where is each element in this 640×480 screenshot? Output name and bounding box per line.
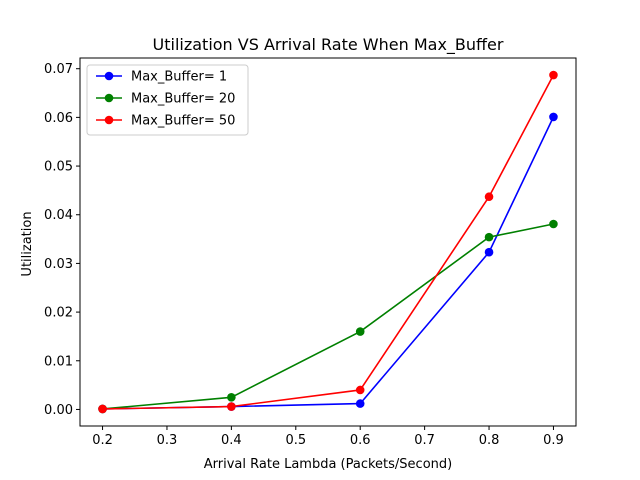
legend-marker bbox=[104, 93, 114, 103]
y-tick-label: 0.05 bbox=[44, 160, 73, 175]
y-axis-label: Utilization bbox=[20, 211, 35, 276]
x-tick-label: 0.9 bbox=[543, 433, 564, 448]
x-tick-label: 0.5 bbox=[285, 433, 306, 448]
y-tick-label: 0.06 bbox=[44, 111, 73, 126]
data-point bbox=[355, 385, 365, 395]
plot-frame bbox=[79, 57, 577, 427]
data-point bbox=[549, 219, 558, 229]
x-tick-label: 0.2 bbox=[92, 433, 113, 448]
legend-box bbox=[86, 64, 249, 136]
x-axis-label: Arrival Rate Lambda (Packets/Second) bbox=[204, 457, 452, 472]
data-point bbox=[484, 247, 494, 257]
x-tick-label: 0.8 bbox=[479, 433, 500, 448]
legend-marker bbox=[104, 115, 114, 125]
plot-area: 0.2 0.3 0.4 0.5 0.6 0.7 0.8 0.9 0.00 0.01 0.02 0.03… bbox=[44, 57, 577, 448]
y-tick-label: 0.02 bbox=[44, 306, 73, 321]
legend: Max_Buffer= 1 Max_Buffer= 20 Max_Buffer= 5… bbox=[86, 64, 249, 136]
y-tick-label: 0.04 bbox=[44, 208, 73, 223]
x-tick-label: 0.3 bbox=[157, 433, 178, 448]
data-point bbox=[484, 192, 494, 202]
data-point bbox=[549, 70, 558, 80]
data-point bbox=[549, 112, 558, 122]
data-point bbox=[355, 399, 365, 408]
x-tick-label: 0.7 bbox=[414, 433, 435, 448]
legend-label: Max_Buffer= 50 bbox=[131, 114, 235, 129]
x-tick-label: 0.4 bbox=[221, 433, 242, 448]
data-point bbox=[355, 327, 365, 336]
x-tick-label: 0.6 bbox=[350, 433, 371, 448]
y-tick-label: 0.00 bbox=[44, 403, 73, 418]
y-tick-label: 0.01 bbox=[44, 354, 73, 369]
y-tick-label: 0.07 bbox=[44, 62, 73, 77]
data-point bbox=[227, 392, 236, 402]
legend-label: Max_Buffer= 20 bbox=[131, 92, 235, 107]
data-point bbox=[98, 404, 107, 414]
data-point bbox=[227, 402, 236, 411]
legend-label: Max_Buffer= 1 bbox=[131, 70, 227, 85]
data-point bbox=[484, 232, 494, 242]
y-tick-label: 0.03 bbox=[44, 257, 73, 272]
chart-title: Utilization VS Arrival Rate When Max_Buf… bbox=[153, 35, 504, 55]
legend-marker bbox=[104, 71, 114, 81]
